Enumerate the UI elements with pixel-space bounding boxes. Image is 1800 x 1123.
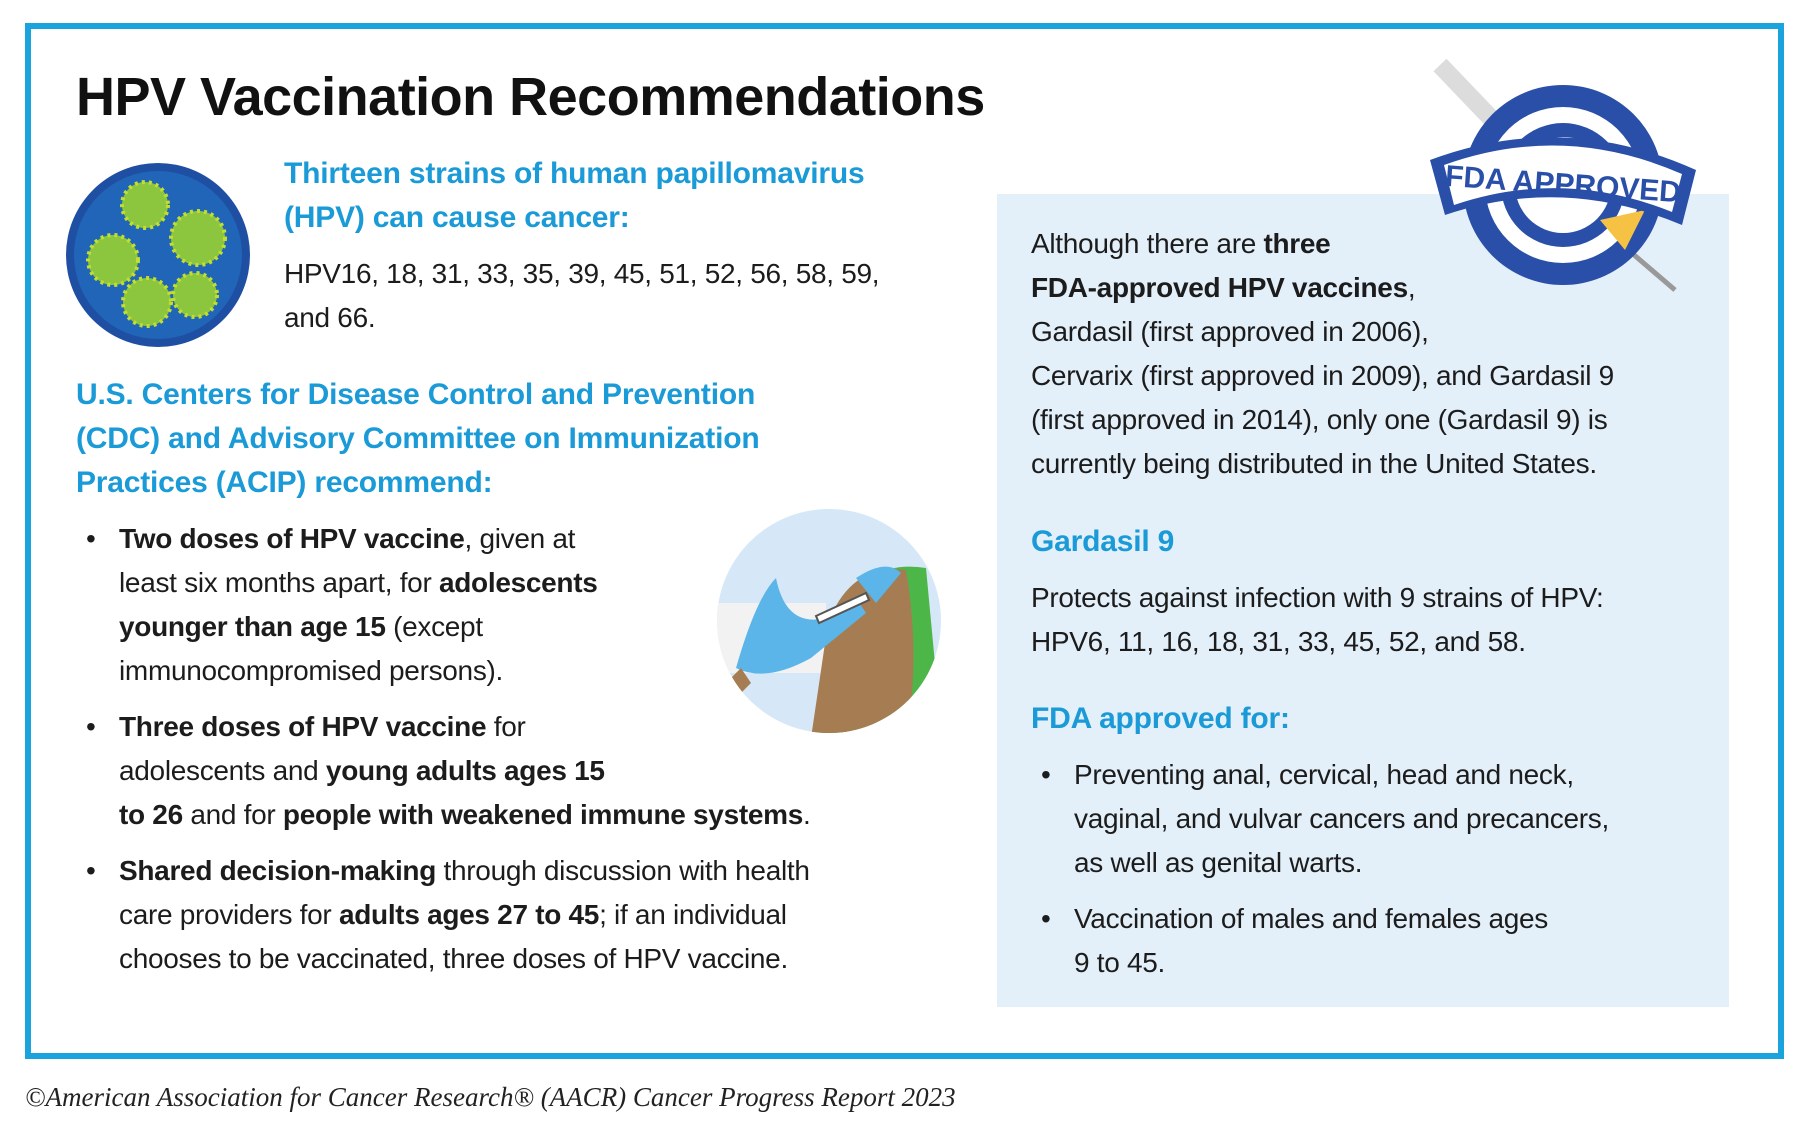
bold-text: people with weakened immune systems (282, 799, 804, 830)
list-item: • Three doses of HPV vaccine for adolesc… (76, 705, 936, 837)
text: , (1407, 272, 1416, 303)
text: (first approved in 2014), only one (Gard… (1031, 404, 1608, 435)
strains-list-line: and 66. (284, 302, 376, 333)
strains-heading-line: Thirteen strains of human papillomavirus (284, 157, 865, 190)
page-title: HPV Vaccination Recommendations (76, 67, 985, 127)
gardasil-description: Protects against infection with 9 strain… (1031, 576, 1604, 664)
infographic-frame (25, 23, 1784, 1059)
bullet: • (86, 855, 96, 886)
bold-text: to 26 (119, 799, 183, 830)
text: through discussion with health (436, 855, 810, 886)
cdc-heading-line: U.S. Centers for Disease Control and Pre… (76, 378, 756, 411)
cdc-recommendations-list: • Two doses of HPV vaccine, given at lea… (76, 517, 936, 993)
bold-text: three (1263, 228, 1331, 259)
virus-illustration-icon (66, 163, 250, 347)
bold-text: Shared decision-making (119, 855, 437, 886)
bold-text: young adults ages 15 (325, 755, 605, 786)
injection-illustration-icon (717, 509, 941, 733)
text: Cervarix (first approved in 2009), and G… (1031, 360, 1614, 391)
text: (except (385, 611, 483, 642)
text: currently being distributed in the Unite… (1031, 448, 1597, 479)
list-item: • Preventing anal, cervical, head and ne… (1031, 753, 1721, 885)
strains-heading-line: (HPV) can cause cancer: (284, 201, 630, 234)
strains-list: HPV16, 18, 31, 33, 35, 39, 45, 51, 52, 5… (284, 252, 880, 340)
text: . (803, 799, 811, 830)
bold-text: adults ages 27 to 45 (338, 899, 600, 930)
text: Vaccination of males and females ages (1074, 903, 1548, 934)
text: care providers for (119, 899, 339, 930)
text: chooses to be vaccinated, three doses of… (119, 943, 788, 974)
text: as well as genital warts. (1074, 847, 1363, 878)
strains-list-line: HPV16, 18, 31, 33, 35, 39, 45, 51, 52, 5… (284, 258, 880, 289)
bullet: • (1041, 759, 1051, 790)
bullet: • (86, 523, 96, 554)
cdc-heading-line: (CDC) and Advisory Committee on Immuniza… (76, 422, 760, 455)
cdc-heading: U.S. Centers for Disease Control and Pre… (76, 373, 760, 505)
text: , given at (464, 523, 576, 554)
text: Although there are (1031, 228, 1264, 259)
bold-text: Three doses of HPV vaccine (119, 711, 487, 742)
text: for (486, 711, 526, 742)
text: Preventing anal, cervical, head and neck… (1074, 759, 1574, 790)
text: adolescents and (119, 755, 326, 786)
bold-text: younger than age 15 (119, 611, 386, 642)
text: ; if an individual (599, 899, 787, 930)
fda-approved-heading: FDA approved for: (1031, 702, 1290, 735)
text: Gardasil (first approved in 2006), (1031, 316, 1429, 347)
bold-text: Two doses of HPV vaccine (119, 523, 465, 554)
text: vaginal, and vulvar cancers and precance… (1074, 803, 1609, 834)
bullet: • (86, 711, 96, 742)
bold-text: adolescents (438, 567, 598, 598)
list-item: • Two doses of HPV vaccine, given at lea… (76, 517, 936, 693)
text: Protects against infection with 9 strain… (1031, 582, 1604, 613)
vaccines-intro: Although there are three FDA-approved HP… (1031, 222, 1614, 486)
text: least six months apart, for (119, 567, 439, 598)
vaccine-info-panel (997, 194, 1729, 1007)
list-item: • Vaccination of males and females ages … (1031, 897, 1721, 985)
text: HPV6, 11, 16, 18, 31, 33, 45, 52, and 58… (1031, 626, 1526, 657)
cdc-heading-line: Practices (ACIP) recommend: (76, 466, 493, 499)
bold-text: FDA-approved HPV vaccines (1031, 272, 1408, 303)
strains-heading: Thirteen strains of human papillomavirus… (284, 152, 865, 240)
text: 9 to 45. (1074, 947, 1166, 978)
gardasil-heading: Gardasil 9 (1031, 525, 1175, 558)
fda-approved-list: • Preventing anal, cervical, head and ne… (1031, 753, 1721, 997)
bullet: • (1041, 903, 1051, 934)
fda-approved-badge-icon: FDA APPROVED (1430, 58, 1696, 292)
list-item: • Shared decision-making through discuss… (76, 849, 936, 981)
text: immunocompromised persons). (119, 655, 504, 686)
copyright-footer: ©American Association for Cancer Researc… (25, 1082, 956, 1112)
text: and for (182, 799, 283, 830)
